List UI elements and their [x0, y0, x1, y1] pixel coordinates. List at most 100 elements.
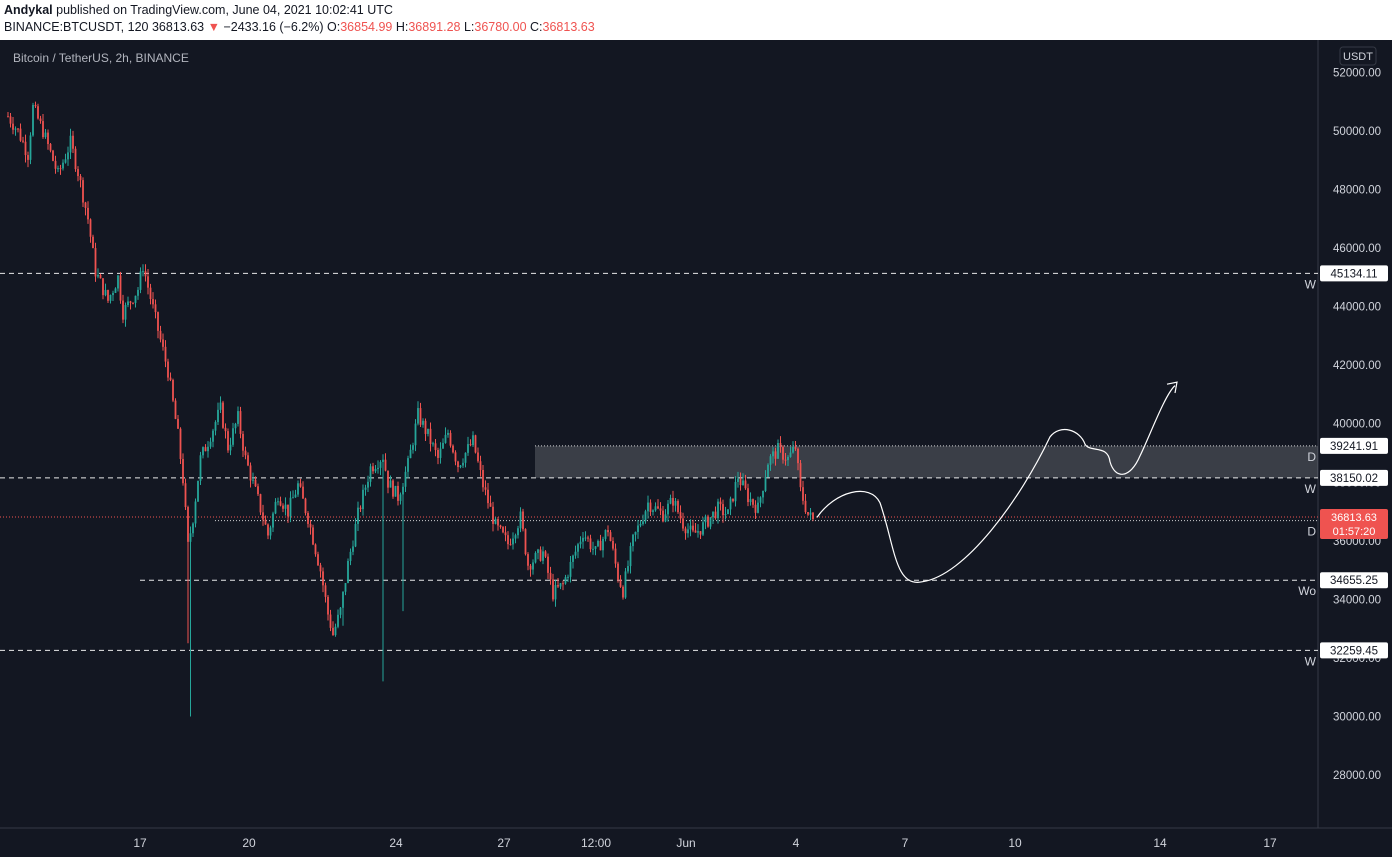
candle-body: [52, 150, 54, 161]
x-tick-label: 20: [242, 836, 256, 850]
y-tick-label: 44000.00: [1333, 302, 1381, 314]
y-tick-label: 50000.00: [1333, 126, 1381, 138]
candle-body: [544, 551, 547, 557]
candle-body: [239, 411, 242, 434]
candle-body: [682, 518, 684, 529]
candle-body: [612, 540, 614, 549]
candle-body: [54, 160, 57, 169]
candle-body: [189, 533, 192, 542]
candle-body: [617, 563, 619, 580]
candle-body: [659, 508, 662, 511]
level-tag: D: [1307, 525, 1316, 539]
candle-body: [732, 498, 734, 502]
candle-body: [84, 202, 87, 208]
candle-body: [479, 461, 482, 470]
candle-body: [649, 502, 652, 512]
resistance-zone: [535, 445, 1318, 478]
candle-body: [249, 465, 252, 481]
candle-body: [47, 132, 49, 145]
candle-body: [22, 140, 24, 142]
candle-body: [664, 514, 667, 522]
candle-body: [177, 418, 179, 429]
candle-body: [167, 361, 169, 378]
candle-body: [342, 591, 344, 608]
candle-body: [217, 409, 219, 423]
candle-body: [454, 452, 457, 462]
currency-badge[interactable]: USDT: [1339, 46, 1377, 66]
candle-body: [677, 500, 679, 513]
candle-body: [312, 527, 314, 545]
candle-body: [499, 525, 502, 528]
candle-body: [722, 504, 724, 516]
price-chart[interactable]: Bitcoin / TetherUS, 2h, BINANCE 28000.00…: [0, 40, 1392, 857]
candle-body: [687, 529, 689, 534]
candle-body: [129, 301, 132, 303]
candle-body: [232, 428, 234, 445]
candle-body: [709, 517, 712, 527]
candle-body: [299, 483, 302, 487]
last-price: 36813.63: [151, 20, 205, 34]
candle-body: [379, 461, 382, 468]
author-name: Andykal: [4, 3, 53, 17]
candle-body: [317, 554, 319, 566]
candle-body: [447, 432, 449, 435]
level-tag: Wo: [1298, 584, 1316, 598]
candle-body: [424, 420, 427, 434]
candle-body: [282, 505, 284, 509]
level-lines: [0, 272, 1318, 651]
candle-body: [322, 571, 324, 586]
candle-body: [594, 546, 597, 549]
candle-body: [362, 489, 364, 510]
candle-body: [99, 274, 102, 279]
candle-body: [767, 464, 769, 478]
candle-body: [534, 552, 537, 563]
candle-body: [614, 548, 617, 564]
candle-body: [669, 497, 672, 504]
candle-body: [124, 305, 127, 320]
candle-body: [487, 489, 489, 504]
candle-body: [27, 155, 29, 160]
candle-body: [754, 504, 757, 513]
candle-body: [372, 466, 374, 472]
close-label: C:: [530, 20, 543, 34]
candle-body: [434, 443, 437, 450]
candle-body: [269, 527, 272, 536]
candle-body: [339, 607, 342, 615]
candle-body: [647, 502, 649, 512]
candle-body: [359, 507, 362, 510]
candle-body: [749, 499, 752, 503]
candle-body: [289, 497, 292, 517]
candle-body: [329, 614, 332, 628]
candle-body: [309, 523, 312, 528]
candle-body: [144, 271, 147, 277]
candle-body: [437, 449, 439, 458]
candle-body: [537, 549, 539, 553]
candle-body: [24, 141, 27, 156]
candle-body: [202, 447, 204, 456]
candle-body: [94, 248, 97, 277]
candle-body: [449, 432, 452, 446]
candle-body: [747, 488, 749, 503]
candle-body: [727, 509, 729, 515]
candle-body: [12, 123, 14, 130]
candle-body: [439, 448, 442, 458]
candle-body: [489, 503, 492, 507]
candle-body: [464, 452, 467, 463]
candle-body: [619, 579, 622, 587]
candle-body: [157, 312, 159, 331]
level-tag: D: [1307, 450, 1316, 464]
candle-body: [734, 481, 737, 502]
candle-body: [412, 445, 414, 450]
candle-body: [194, 501, 197, 524]
candle-body: [704, 516, 707, 523]
low-value: 36780.00: [474, 20, 527, 34]
candle-body: [334, 626, 337, 636]
candle-body: [122, 300, 124, 320]
candle-body: [577, 544, 579, 552]
candle-body: [192, 523, 194, 534]
candle-body: [182, 458, 184, 484]
x-tick-label: 12:00: [581, 836, 611, 850]
symbol-line: BINANCE:BTCUSDT, 120: [4, 20, 149, 34]
candle-body: [512, 538, 514, 545]
candle-body: [314, 544, 317, 555]
